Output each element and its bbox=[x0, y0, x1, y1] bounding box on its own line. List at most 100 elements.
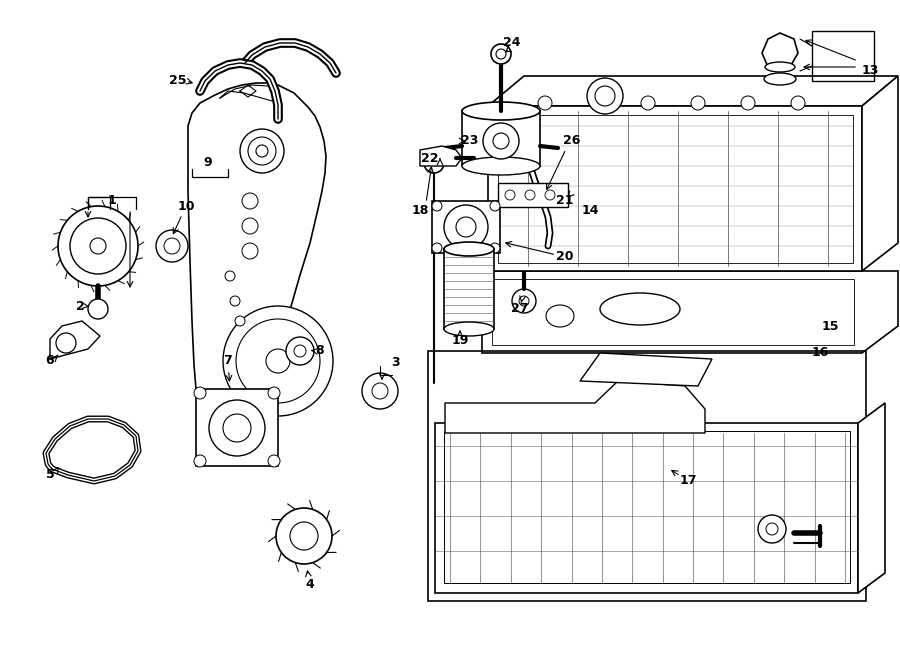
Text: 1: 1 bbox=[108, 194, 116, 208]
Circle shape bbox=[70, 218, 126, 274]
Circle shape bbox=[90, 238, 106, 254]
Text: 16: 16 bbox=[811, 346, 829, 360]
Text: 9: 9 bbox=[203, 157, 212, 169]
Circle shape bbox=[290, 522, 318, 550]
Polygon shape bbox=[445, 381, 705, 433]
Circle shape bbox=[496, 49, 506, 59]
Circle shape bbox=[240, 129, 284, 173]
Ellipse shape bbox=[462, 102, 540, 120]
Ellipse shape bbox=[546, 305, 574, 327]
Polygon shape bbox=[435, 423, 858, 593]
Circle shape bbox=[268, 455, 280, 467]
Polygon shape bbox=[580, 353, 712, 386]
Text: 26: 26 bbox=[563, 134, 580, 147]
Ellipse shape bbox=[444, 242, 494, 256]
Text: 5: 5 bbox=[46, 469, 54, 481]
Circle shape bbox=[691, 96, 705, 110]
Text: 24: 24 bbox=[503, 36, 521, 50]
Text: 25: 25 bbox=[169, 75, 187, 87]
Bar bbox=[742, 481, 858, 589]
Text: 15: 15 bbox=[821, 319, 839, 332]
Text: 4: 4 bbox=[306, 578, 314, 592]
Circle shape bbox=[362, 373, 398, 409]
Polygon shape bbox=[420, 146, 462, 166]
Circle shape bbox=[223, 306, 333, 416]
Bar bbox=[444, 249, 494, 329]
Circle shape bbox=[372, 383, 388, 399]
Circle shape bbox=[223, 414, 251, 442]
Circle shape bbox=[512, 289, 536, 313]
Text: 14: 14 bbox=[581, 204, 598, 217]
Circle shape bbox=[741, 96, 755, 110]
Text: 23: 23 bbox=[462, 134, 479, 147]
Text: 22: 22 bbox=[421, 153, 439, 165]
Bar bbox=[492, 279, 854, 345]
Ellipse shape bbox=[764, 73, 796, 85]
Circle shape bbox=[194, 455, 206, 467]
Text: 3: 3 bbox=[392, 356, 400, 369]
Text: 21: 21 bbox=[556, 194, 574, 208]
Circle shape bbox=[164, 238, 180, 254]
Circle shape bbox=[236, 319, 320, 403]
Circle shape bbox=[230, 296, 240, 306]
Text: 13: 13 bbox=[861, 65, 878, 77]
Text: 19: 19 bbox=[451, 334, 469, 348]
Circle shape bbox=[483, 123, 519, 159]
Polygon shape bbox=[188, 83, 326, 449]
Bar bbox=[428, 351, 866, 601]
Circle shape bbox=[242, 193, 258, 209]
Circle shape bbox=[791, 96, 805, 110]
Circle shape bbox=[209, 400, 265, 456]
Circle shape bbox=[56, 333, 76, 353]
Circle shape bbox=[242, 243, 258, 259]
Circle shape bbox=[758, 515, 786, 543]
Circle shape bbox=[276, 508, 332, 564]
Circle shape bbox=[286, 337, 314, 365]
Circle shape bbox=[545, 190, 555, 200]
Polygon shape bbox=[482, 271, 898, 353]
Ellipse shape bbox=[462, 157, 540, 175]
Circle shape bbox=[242, 218, 258, 234]
Polygon shape bbox=[498, 183, 568, 207]
Circle shape bbox=[490, 201, 500, 211]
Circle shape bbox=[88, 299, 108, 319]
Text: 7: 7 bbox=[223, 354, 232, 368]
Text: 18: 18 bbox=[411, 204, 428, 217]
Polygon shape bbox=[488, 106, 862, 271]
Circle shape bbox=[256, 145, 268, 157]
Circle shape bbox=[294, 345, 306, 357]
Bar bbox=[812, 31, 874, 81]
Circle shape bbox=[490, 243, 500, 253]
Circle shape bbox=[587, 78, 623, 114]
Ellipse shape bbox=[600, 293, 680, 325]
Circle shape bbox=[225, 271, 235, 281]
Circle shape bbox=[519, 296, 529, 306]
Polygon shape bbox=[858, 403, 885, 593]
Polygon shape bbox=[432, 201, 500, 253]
Circle shape bbox=[432, 243, 442, 253]
Text: 8: 8 bbox=[316, 344, 324, 358]
Circle shape bbox=[525, 190, 535, 200]
Circle shape bbox=[505, 190, 515, 200]
Circle shape bbox=[268, 387, 280, 399]
Circle shape bbox=[58, 206, 138, 286]
Text: 17: 17 bbox=[680, 475, 697, 488]
Polygon shape bbox=[762, 33, 798, 67]
Circle shape bbox=[595, 86, 615, 106]
Circle shape bbox=[248, 137, 276, 165]
Circle shape bbox=[156, 230, 188, 262]
Circle shape bbox=[456, 217, 476, 237]
Text: 27: 27 bbox=[511, 303, 529, 315]
Circle shape bbox=[235, 316, 245, 326]
Circle shape bbox=[766, 523, 778, 535]
Ellipse shape bbox=[765, 62, 795, 72]
Circle shape bbox=[424, 153, 444, 173]
Bar bbox=[498, 115, 853, 263]
Polygon shape bbox=[196, 389, 278, 466]
Circle shape bbox=[493, 133, 509, 149]
Polygon shape bbox=[488, 76, 898, 106]
Circle shape bbox=[444, 205, 488, 249]
Text: 10: 10 bbox=[177, 200, 194, 212]
Circle shape bbox=[432, 201, 442, 211]
Circle shape bbox=[194, 387, 206, 399]
